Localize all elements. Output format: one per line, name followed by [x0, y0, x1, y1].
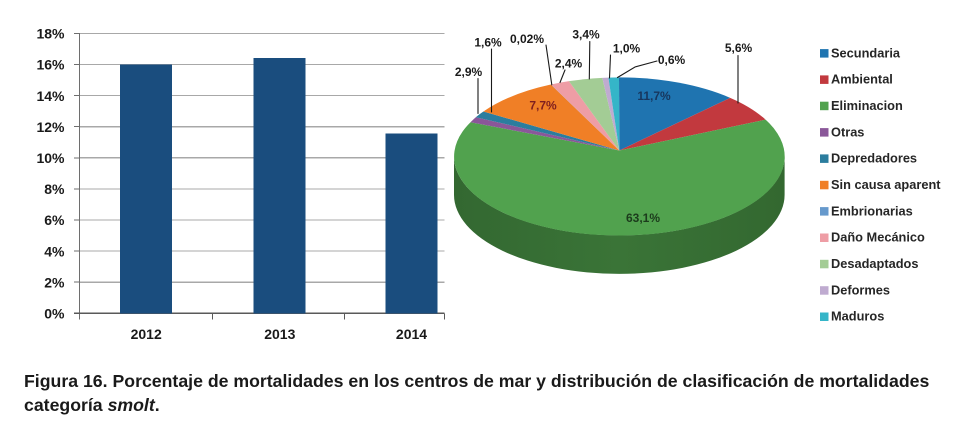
svg-text:11,7%: 11,7% — [637, 89, 671, 103]
svg-text:Maduros: Maduros — [831, 309, 884, 324]
svg-text:Sin causa aparent: Sin causa aparent — [831, 177, 941, 192]
svg-text:18%: 18% — [36, 26, 65, 42]
svg-text:6%: 6% — [44, 212, 65, 228]
svg-text:10%: 10% — [36, 150, 65, 166]
svg-text:12%: 12% — [36, 119, 65, 135]
svg-text:16%: 16% — [36, 57, 65, 73]
svg-text:Embrionarias: Embrionarias — [831, 203, 913, 218]
svg-text:63,1%: 63,1% — [626, 211, 660, 225]
svg-text:2013: 2013 — [264, 326, 295, 342]
svg-text:7,7%: 7,7% — [529, 99, 557, 113]
svg-text:2012: 2012 — [131, 326, 162, 342]
svg-text:Ambiental: Ambiental — [831, 72, 893, 87]
svg-text:2%: 2% — [44, 274, 65, 290]
svg-text:Secundaria: Secundaria — [831, 45, 901, 60]
svg-text:3,4%: 3,4% — [572, 28, 600, 42]
svg-text:Deformes: Deformes — [831, 282, 890, 297]
svg-text:4%: 4% — [44, 243, 65, 259]
svg-text:Desadaptados: Desadaptados — [831, 256, 918, 271]
svg-text:Daño Mecánico: Daño Mecánico — [831, 230, 925, 245]
svg-text:2014: 2014 — [396, 326, 427, 342]
svg-text:8%: 8% — [44, 181, 65, 197]
svg-text:2,4%: 2,4% — [555, 57, 583, 71]
svg-text:Depredadores: Depredadores — [831, 151, 917, 166]
svg-text:14%: 14% — [36, 88, 65, 104]
svg-text:0%: 0% — [44, 306, 65, 322]
svg-text:1,0%: 1,0% — [613, 42, 641, 56]
svg-text:5,6%: 5,6% — [725, 41, 753, 55]
svg-text:Otras: Otras — [831, 124, 864, 139]
svg-text:2,9%: 2,9% — [455, 65, 483, 79]
svg-text:0,02%: 0,02% — [510, 32, 544, 46]
svg-text:1,6%: 1,6% — [474, 36, 502, 50]
svg-text:Eliminacion: Eliminacion — [831, 98, 903, 113]
svg-text:0,6%: 0,6% — [658, 53, 686, 67]
